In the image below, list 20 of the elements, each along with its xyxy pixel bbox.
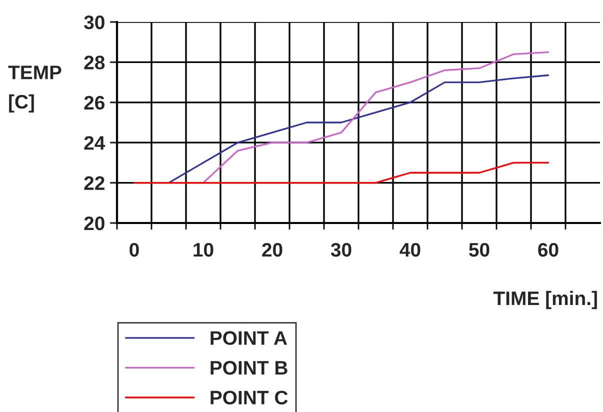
y-tick-label: 30 bbox=[84, 15, 104, 30]
x-axis-title: TIME [min.] bbox=[493, 290, 597, 310]
legend-label: POINT A bbox=[210, 331, 288, 345]
y-tick-label: 22 bbox=[84, 176, 104, 190]
y-axis-title: TEMP [C] bbox=[8, 66, 62, 113]
y-tick-label: 20 bbox=[84, 216, 104, 230]
line-series bbox=[168, 74, 550, 184]
line-series bbox=[202, 51, 550, 184]
y-tick-label: 24 bbox=[84, 136, 106, 150]
x-tick-label: 40 bbox=[400, 242, 420, 257]
x-tick-label: 20 bbox=[262, 242, 282, 257]
y-tick-label: 26 bbox=[84, 96, 104, 110]
x-tick-label: 10 bbox=[194, 242, 214, 257]
x-tick-label: 60 bbox=[538, 242, 558, 257]
x-tick-label: 0 bbox=[130, 242, 139, 257]
legend-label: POINT C bbox=[210, 390, 288, 404]
x-tick-label: 30 bbox=[330, 242, 352, 257]
legend-label: POINT B bbox=[210, 360, 288, 375]
x-tick-label: 50 bbox=[469, 242, 490, 257]
y-tick-label: 28 bbox=[84, 56, 105, 70]
